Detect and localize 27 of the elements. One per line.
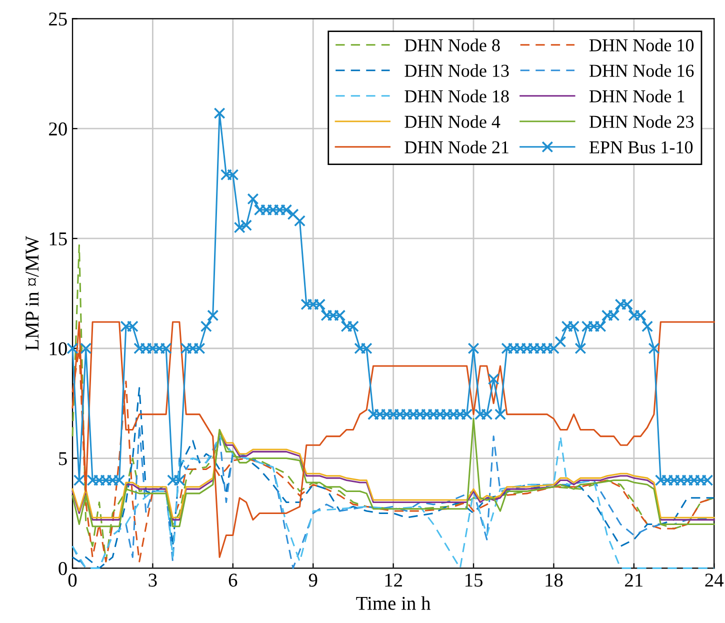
x-tick-label: 0 xyxy=(68,574,77,587)
x-tick-label: 3 xyxy=(148,574,157,587)
x-tick-label: 21 xyxy=(625,574,642,587)
y-axis-title: LMP in ¤/MW xyxy=(26,236,39,350)
x-tick-label: 15 xyxy=(466,574,482,587)
y-tick-label: 5 xyxy=(59,452,67,466)
legend-label: DHN Node 4 xyxy=(404,115,500,128)
legend-label: DHN Node 8 xyxy=(404,38,500,52)
legend-label: DHN Node 16 xyxy=(589,64,694,77)
legend-label: DHN Node 23 xyxy=(589,115,694,128)
y-tick-label: 10 xyxy=(50,342,67,356)
legend-label: DHN Node 13 xyxy=(404,64,509,77)
legend-label: EPN Bus 1-10 xyxy=(589,141,693,154)
y-tick-label: 0 xyxy=(58,562,67,576)
y-tick-label: 25 xyxy=(49,12,67,26)
x-tick-label: 18 xyxy=(546,574,563,587)
x-tick-label: 12 xyxy=(385,574,402,587)
legend-label: DHN Node 10 xyxy=(589,38,694,52)
x-axis-title: Time in h xyxy=(356,596,431,610)
legend-label: DHN Node 1 xyxy=(589,90,684,102)
y-tick-label: 15 xyxy=(50,232,67,246)
y-tick-label: 20 xyxy=(49,122,67,136)
legend-label: DHN Node 18 xyxy=(404,90,509,102)
x-tick-label: 6 xyxy=(228,574,238,587)
x-tick-label: 24 xyxy=(705,574,724,587)
legend-label: DHN Node 21 xyxy=(404,140,508,154)
x-tick-label: 9 xyxy=(308,574,318,587)
